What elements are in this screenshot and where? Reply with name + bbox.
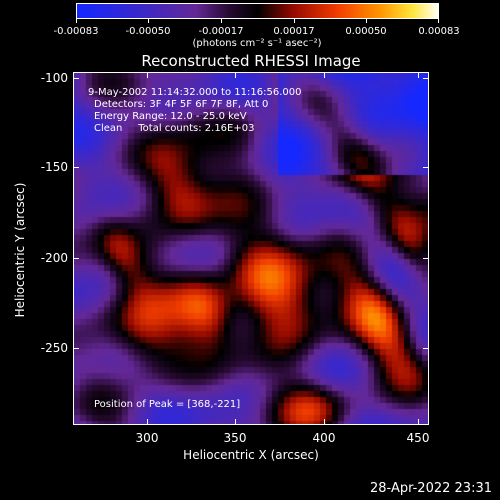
energy-range-text: Energy Range: 12.0 - 25.0 keV bbox=[94, 111, 247, 122]
time-range-text: 9-May-2002 11:14:32.000 to 11:16:56.000 bbox=[88, 87, 302, 98]
x-tick-label: 450 bbox=[406, 431, 430, 445]
colorbar-tick-label: 0.00083 bbox=[418, 26, 460, 37]
axis-tick-mark bbox=[418, 419, 419, 425]
rhessi-image-map bbox=[74, 73, 428, 424]
axis-tick-mark bbox=[73, 78, 79, 79]
colorbar-tick-mark bbox=[366, 18, 367, 23]
axis-tick-mark bbox=[147, 419, 148, 425]
x-tick-label: 300 bbox=[135, 431, 159, 445]
colorbar-units: (photons cm⁻² s⁻¹ asec⁻²) bbox=[192, 38, 322, 49]
colorbar-tick-label: 0.00017 bbox=[273, 26, 315, 37]
axis-tick-mark bbox=[73, 348, 79, 349]
colorbar-tick-mark bbox=[76, 18, 77, 23]
colorbar bbox=[76, 3, 439, 19]
timestamp: 28-Apr-2022 23:31 bbox=[370, 481, 492, 496]
axis-tick-mark bbox=[235, 72, 236, 78]
axis-tick-mark bbox=[324, 419, 325, 425]
axis-tick-mark bbox=[423, 258, 429, 259]
colorbar-tick-label: 0.00050 bbox=[345, 26, 387, 37]
axis-tick-mark bbox=[147, 72, 148, 78]
colorbar-tick-label: -0.00050 bbox=[125, 26, 171, 37]
x-axis-label: Heliocentric X (arcsec) bbox=[183, 448, 319, 462]
axis-tick-mark bbox=[324, 72, 325, 78]
image-title: Reconstructed RHESSI Image bbox=[141, 52, 361, 70]
image-plot: 9-May-2002 11:14:32.000 to 11:16:56.000 … bbox=[73, 72, 429, 425]
axis-tick-mark bbox=[423, 167, 429, 168]
x-tick-label: 400 bbox=[312, 431, 336, 445]
colorbar-gradient bbox=[77, 4, 438, 18]
axis-tick-mark bbox=[73, 167, 79, 168]
y-tick-label: -250 bbox=[40, 341, 68, 355]
y-tick-label: -100 bbox=[40, 71, 68, 85]
axis-tick-mark bbox=[235, 419, 236, 425]
axis-tick-mark bbox=[418, 72, 419, 78]
axis-tick-mark bbox=[423, 78, 429, 79]
colorbar-tick-mark bbox=[148, 18, 149, 23]
y-tick-label: -150 bbox=[40, 160, 68, 174]
peak-position-text: Position of Peak = [368,-221] bbox=[94, 399, 241, 410]
axis-tick-mark bbox=[423, 348, 429, 349]
y-tick-label: -200 bbox=[40, 251, 68, 265]
colorbar-tick-label: -0.00083 bbox=[53, 26, 99, 37]
colorbar-tick-mark bbox=[438, 18, 439, 23]
colorbar-tick-mark bbox=[221, 18, 222, 23]
clean-counts-text: Clean Total counts: 2.16E+03 bbox=[94, 123, 255, 134]
axis-tick-mark bbox=[73, 258, 79, 259]
x-tick-label: 350 bbox=[223, 431, 247, 445]
y-axis-label: Heliocentric Y (arcsec) bbox=[13, 182, 27, 318]
detectors-text: Detectors: 3F 4F 5F 6F 7F 8F, Att 0 bbox=[94, 99, 269, 110]
colorbar-tick-mark bbox=[294, 18, 295, 23]
colorbar-tick-label: -0.00017 bbox=[198, 26, 244, 37]
